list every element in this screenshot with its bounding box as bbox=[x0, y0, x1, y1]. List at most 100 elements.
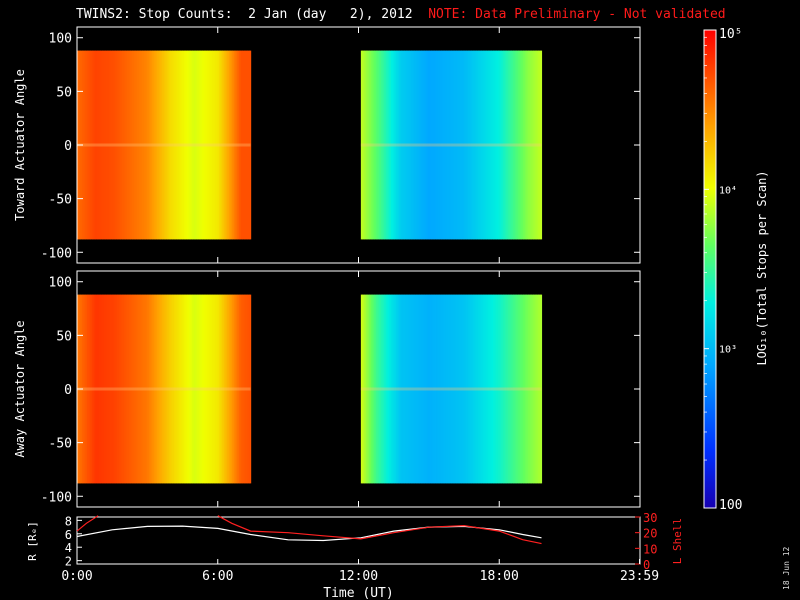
toward-cell bbox=[117, 50, 120, 240]
toward-cell bbox=[369, 50, 372, 240]
away-cell bbox=[452, 294, 456, 484]
toward-cell bbox=[385, 50, 389, 240]
orbit-ytick-label: 8 bbox=[65, 514, 72, 528]
away-cell bbox=[217, 294, 220, 484]
away-cell bbox=[539, 294, 543, 484]
away-cell bbox=[118, 294, 121, 484]
toward-cell bbox=[152, 50, 155, 240]
toward-ytick-label: -50 bbox=[49, 193, 72, 208]
away-cell bbox=[108, 294, 111, 484]
away-cell bbox=[536, 294, 539, 484]
toward-cell bbox=[429, 50, 432, 240]
toward-cell bbox=[382, 50, 385, 240]
away-ylabel: Away Actuator Angle bbox=[13, 320, 27, 457]
toward-cell bbox=[407, 50, 410, 240]
toward-cell bbox=[426, 50, 429, 240]
away-ytick-label: -50 bbox=[49, 437, 72, 452]
away-cell bbox=[115, 294, 118, 484]
toward-cell bbox=[118, 50, 121, 240]
away-zero-angle-stripe bbox=[360, 387, 542, 391]
toward-cell bbox=[87, 50, 90, 240]
away-cell bbox=[163, 294, 167, 484]
away-cell bbox=[375, 294, 379, 484]
toward-cell bbox=[506, 50, 509, 240]
away-cell bbox=[195, 294, 198, 484]
toward-cell bbox=[137, 50, 140, 240]
toward-cell bbox=[107, 50, 110, 240]
away-cell bbox=[93, 294, 96, 484]
away-cell bbox=[395, 294, 399, 484]
toward-cell bbox=[419, 50, 422, 240]
away-heatmap-panel: 100 50 0 -50 -100 Away Actuator Angle bbox=[13, 270, 641, 508]
toward-cell bbox=[162, 50, 165, 240]
away-cell bbox=[523, 294, 526, 484]
away-cell bbox=[205, 294, 208, 484]
away-cell bbox=[240, 294, 243, 484]
away-cell bbox=[499, 294, 502, 484]
toward-zero-angle-stripe bbox=[77, 143, 251, 147]
chart-title: TWINS2: Stop Counts: 2 Jan (day 2), 2012… bbox=[76, 7, 726, 22]
away-cell bbox=[469, 294, 472, 484]
toward-cell bbox=[242, 50, 245, 240]
toward-cell bbox=[499, 50, 502, 240]
toward-cell bbox=[524, 50, 528, 240]
toward-cell bbox=[238, 50, 242, 240]
toward-cell bbox=[397, 50, 400, 240]
away-cell bbox=[168, 294, 172, 484]
toward-cell bbox=[406, 50, 409, 240]
colorbar-tick-label: 10⁴ bbox=[719, 185, 737, 196]
toward-cell bbox=[533, 50, 536, 240]
away-cell bbox=[102, 294, 105, 484]
away-cell bbox=[509, 294, 512, 484]
away-cell bbox=[132, 294, 135, 484]
away-cell bbox=[529, 294, 533, 484]
toward-cell bbox=[193, 50, 197, 240]
toward-cell bbox=[230, 50, 233, 240]
toward-cell bbox=[103, 50, 106, 240]
away-cell bbox=[437, 294, 441, 484]
toward-cell bbox=[97, 50, 100, 240]
toward-cell bbox=[394, 50, 397, 240]
toward-cell bbox=[432, 50, 436, 240]
away-cell bbox=[524, 294, 528, 484]
away-cell bbox=[466, 294, 469, 484]
away-cell bbox=[377, 294, 380, 484]
x-axis-label: Time (UT) bbox=[323, 586, 393, 600]
toward-cell bbox=[402, 50, 405, 240]
away-cell bbox=[192, 294, 195, 484]
away-cell bbox=[380, 294, 384, 484]
away-cell bbox=[247, 294, 250, 484]
toward-cell bbox=[454, 50, 457, 240]
away-cell bbox=[148, 294, 152, 484]
away-cell bbox=[511, 294, 514, 484]
away-cell bbox=[113, 294, 116, 484]
away-cell bbox=[389, 294, 392, 484]
orbit-ytick-label: 4 bbox=[65, 541, 72, 555]
toward-cell bbox=[183, 50, 187, 240]
away-cell bbox=[367, 294, 370, 484]
away-ytick-label: -100 bbox=[41, 490, 72, 505]
toward-cell bbox=[123, 50, 127, 240]
toward-cell bbox=[173, 50, 177, 240]
away-cell bbox=[385, 294, 389, 484]
away-ytick-label: 0 bbox=[64, 383, 72, 398]
toward-cell bbox=[516, 50, 519, 240]
away-cell bbox=[404, 294, 407, 484]
away-cell bbox=[153, 294, 157, 484]
toward-cell bbox=[223, 50, 227, 240]
away-cell bbox=[451, 294, 454, 484]
away-cell bbox=[97, 294, 100, 484]
toward-cell bbox=[526, 50, 529, 240]
away-cell bbox=[245, 294, 248, 484]
toward-cell bbox=[88, 50, 91, 240]
toward-cell bbox=[384, 50, 387, 240]
toward-cell bbox=[538, 50, 541, 240]
toward-cell bbox=[449, 50, 452, 240]
away-cell bbox=[152, 294, 155, 484]
toward-cell bbox=[400, 50, 404, 240]
toward-cell bbox=[220, 50, 223, 240]
toward-cell bbox=[528, 50, 531, 240]
toward-cell bbox=[362, 50, 365, 240]
away-cell bbox=[147, 294, 150, 484]
away-cell bbox=[248, 294, 252, 484]
